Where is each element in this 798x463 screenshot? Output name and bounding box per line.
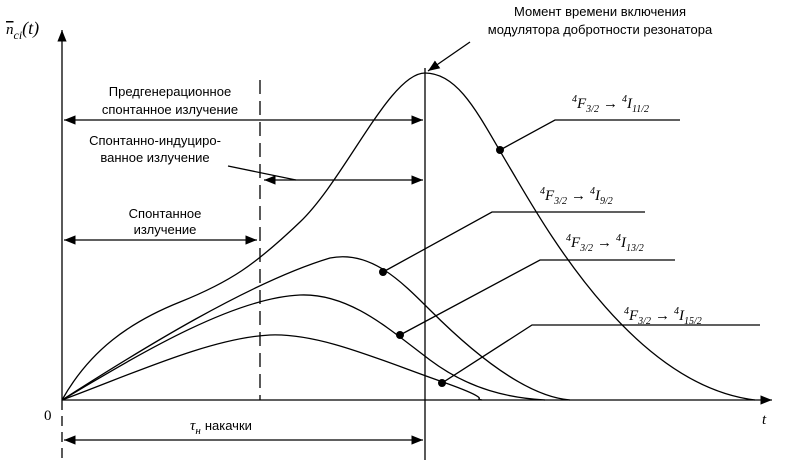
transition-part: 3/2 bbox=[579, 243, 593, 254]
transition-part: 4 bbox=[572, 94, 577, 105]
transition-part: F bbox=[628, 308, 639, 324]
transition-part: 13/2 bbox=[626, 243, 644, 254]
spont-induced-label: Спонтанно-индуциро- bbox=[89, 133, 221, 148]
transition-part: 4 bbox=[616, 233, 621, 244]
spont-induced-label: ванное излучение bbox=[100, 150, 209, 165]
transition-part: 3/2 bbox=[553, 196, 567, 207]
transition-part: F bbox=[576, 96, 587, 112]
transition-label: 4F3/2 → 4I9/2 bbox=[540, 186, 613, 207]
q-switch-label: Момент времени включения bbox=[514, 4, 686, 19]
callout-line bbox=[382, 211, 645, 273]
transition-label: 4F3/2 → 4I13/2 bbox=[566, 233, 644, 254]
transition-part: I bbox=[620, 235, 627, 251]
transition-part: → bbox=[603, 96, 618, 112]
axes bbox=[57, 30, 772, 460]
transition-part: I bbox=[594, 188, 601, 204]
transition-part: F bbox=[570, 235, 581, 251]
pump-time-label: τн накачки bbox=[190, 418, 252, 437]
transition-part: I bbox=[626, 96, 633, 112]
transition-part: 3/2 bbox=[637, 316, 651, 327]
transition-part: I bbox=[678, 308, 685, 324]
curve-11-2 bbox=[61, 72, 756, 401]
origin-label: 0 bbox=[44, 408, 52, 424]
transition-part: → bbox=[655, 308, 670, 324]
spontaneous-label: излучение bbox=[134, 222, 197, 237]
curves bbox=[61, 72, 756, 401]
x-label: t bbox=[762, 412, 767, 428]
spontaneous-label: Спонтанное bbox=[129, 206, 202, 221]
transition-part: 3/2 bbox=[585, 104, 599, 115]
transition-part: 15/2 bbox=[684, 316, 702, 327]
q-switch-pointer bbox=[427, 41, 471, 72]
callout-line bbox=[441, 324, 760, 384]
transition-part: 11/2 bbox=[632, 104, 649, 115]
curve-15-2 bbox=[61, 334, 483, 401]
callout-line bbox=[499, 119, 680, 151]
curve-9-2 bbox=[61, 256, 571, 401]
spont-induced-pointer bbox=[227, 165, 297, 181]
q-switch-label: модулятора добротности резонатора bbox=[488, 22, 713, 37]
transition-part: → bbox=[571, 188, 586, 204]
transition-part: → bbox=[597, 235, 612, 251]
transition-part: 4 bbox=[622, 94, 627, 105]
transition-part: 9/2 bbox=[600, 196, 613, 207]
transition-label: 4F3/2 → 4I15/2 bbox=[624, 306, 702, 327]
y-label: nci(t) bbox=[6, 18, 39, 42]
transition-label: 4F3/2 → 4I11/2 bbox=[572, 94, 649, 115]
transition-part: 4 bbox=[590, 186, 595, 197]
transition-part: 4 bbox=[624, 306, 629, 317]
curve-13-2 bbox=[61, 294, 546, 401]
callout-line bbox=[399, 259, 675, 336]
interval-arrows bbox=[64, 41, 471, 445]
transition-part: 4 bbox=[566, 233, 571, 244]
transition-part: 4 bbox=[540, 186, 545, 197]
pre-generation-label: спонтанное излучение bbox=[102, 102, 238, 117]
transition-part: 4 bbox=[674, 306, 679, 317]
transition-part: F bbox=[544, 188, 555, 204]
pre-generation-label: Предгенерационное bbox=[109, 84, 231, 99]
